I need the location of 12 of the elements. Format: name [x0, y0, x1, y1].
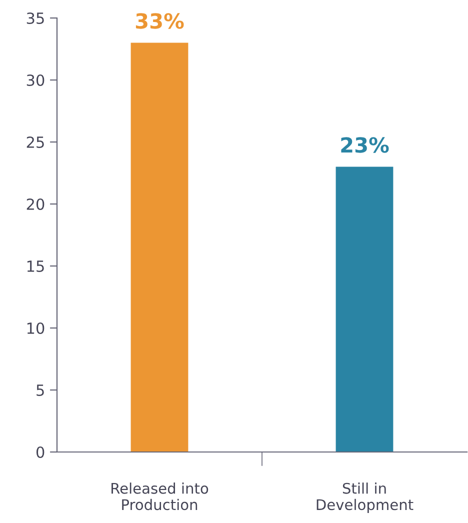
y-tick-label: 10: [27, 322, 44, 334]
y-tick-label: 0: [36, 446, 44, 458]
x-tick-label: Released into Production: [112, 482, 208, 510]
y-tick-label: 5: [36, 384, 44, 396]
y-tick-label: 15: [27, 260, 44, 272]
data-label: 33%: [136, 13, 184, 29]
y-tick-label: 35: [26, 12, 44, 24]
y-tick-label: 25: [26, 136, 44, 148]
y-tick-label: 30: [26, 74, 44, 86]
x-tick-label: Still in Development: [316, 482, 414, 513]
data-label: 23%: [341, 137, 389, 153]
y-tick-label: 20: [26, 198, 44, 210]
